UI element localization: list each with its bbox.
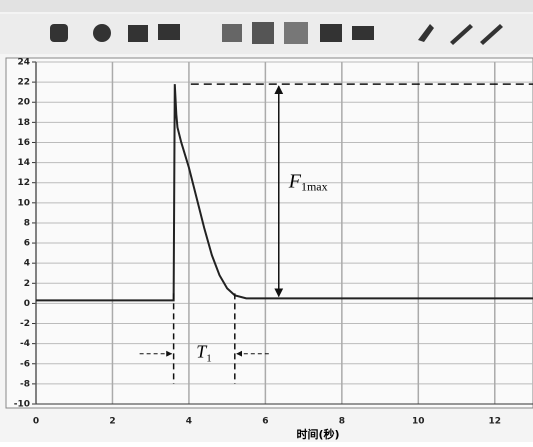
x-tick-label: 2 <box>109 417 115 427</box>
force-label-main: F <box>288 170 302 192</box>
x-tick-label: 10 <box>412 417 425 427</box>
x-axis-label: 时间(秒) <box>296 427 339 441</box>
y-tick-label: -8 <box>20 379 30 389</box>
y-tick-label: -6 <box>20 359 30 369</box>
tool-icon[interactable] <box>158 24 180 40</box>
y-tick-label: 8 <box>24 218 30 228</box>
y-tick-label: 24 <box>17 58 30 68</box>
y-tick-label: 20 <box>17 98 30 108</box>
y-tick-label: -2 <box>20 319 30 329</box>
force-label-sub: 1max <box>301 179 328 193</box>
y-tick-label: -4 <box>20 339 30 349</box>
tool-icon[interactable] <box>352 26 374 40</box>
plot-panel <box>6 58 533 408</box>
y-tick-label: 10 <box>17 198 30 208</box>
y-tick-label: 16 <box>17 138 30 148</box>
y-tick-label: 0 <box>24 299 30 309</box>
y-tick-label: -10 <box>14 400 30 410</box>
tool-icon[interactable] <box>50 24 68 42</box>
x-tick-label: 4 <box>186 417 192 427</box>
y-tick-label: 18 <box>17 118 30 128</box>
time-label-sub: 1 <box>206 352 212 364</box>
tool-icon[interactable] <box>128 25 148 42</box>
y-tick-label: 14 <box>17 158 30 168</box>
y-tick-label: 2 <box>24 279 30 289</box>
x-tick-label: 12 <box>489 417 502 427</box>
menu-bar[interactable] <box>0 0 533 12</box>
y-tick-label: 22 <box>17 78 30 88</box>
x-tick-label: 6 <box>262 417 268 427</box>
x-tick-label: 8 <box>339 417 345 427</box>
y-tick-label: 12 <box>17 178 30 188</box>
screenshot: 242220181614121086420-2-4-6-8-1002468101… <box>0 0 533 442</box>
tool-icon[interactable] <box>284 22 308 44</box>
x-tick-label: 0 <box>33 417 39 427</box>
tool-icon[interactable] <box>222 24 242 42</box>
tool-icon[interactable] <box>320 24 342 42</box>
y-tick-label: 4 <box>24 259 30 269</box>
y-tick-label: 6 <box>24 239 30 249</box>
tool-icon[interactable] <box>252 22 274 44</box>
tool-icon[interactable] <box>93 24 111 42</box>
